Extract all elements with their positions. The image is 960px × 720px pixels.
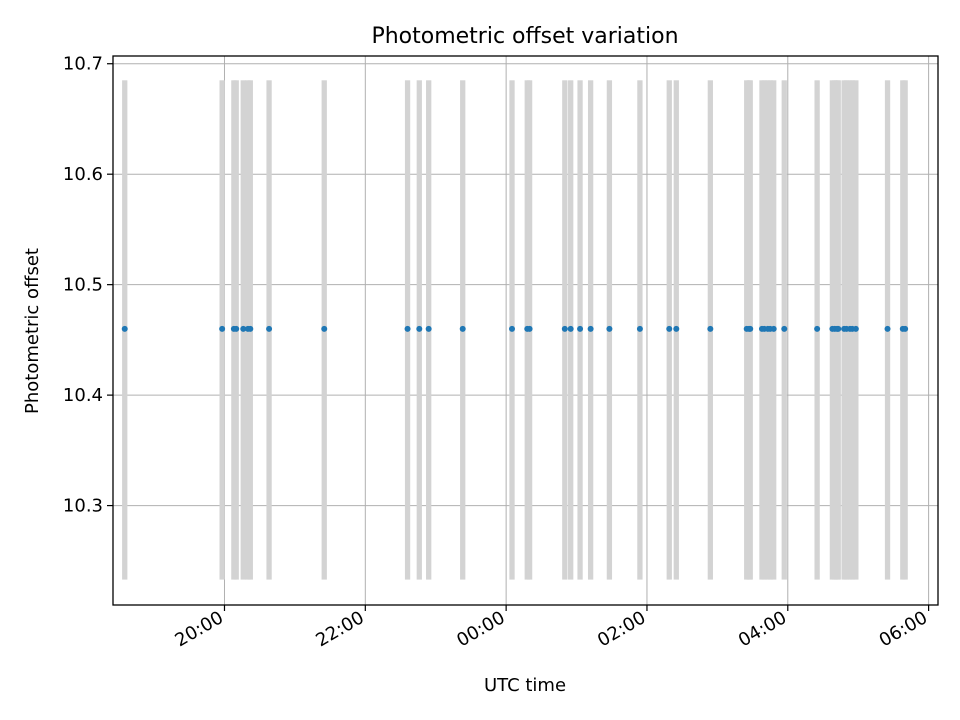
data-point xyxy=(587,325,594,332)
data-point xyxy=(835,325,842,332)
y-tick-label: 10.5 xyxy=(63,275,103,296)
data-point xyxy=(247,325,254,332)
chart-title: Photometric offset variation xyxy=(371,24,678,49)
data-point xyxy=(219,325,226,332)
data-point xyxy=(240,325,247,332)
data-point xyxy=(770,325,777,332)
y-axis-label: Photometric offset xyxy=(22,248,43,414)
data-point xyxy=(902,325,909,332)
data-point xyxy=(425,325,432,332)
data-point xyxy=(747,325,754,332)
y-tick-label: 10.6 xyxy=(63,164,103,185)
data-point xyxy=(666,325,673,332)
plot-frame xyxy=(112,55,939,606)
y-tick-label: 10.4 xyxy=(63,385,103,406)
data-point xyxy=(321,325,328,332)
x-axis-label: UTC time xyxy=(484,675,566,696)
data-point xyxy=(567,325,574,332)
data-point xyxy=(509,325,516,332)
y-tick-label: 10.7 xyxy=(63,54,103,75)
point-layer xyxy=(121,325,909,332)
data-point xyxy=(884,325,891,332)
y-tick-label: 10.3 xyxy=(63,496,103,517)
data-point xyxy=(266,325,273,332)
data-point xyxy=(121,325,128,332)
data-point xyxy=(459,325,466,332)
data-point xyxy=(781,325,788,332)
data-point xyxy=(636,325,643,332)
data-point xyxy=(416,325,423,332)
data-point xyxy=(707,325,714,332)
data-point xyxy=(404,325,411,332)
data-point xyxy=(673,325,680,332)
data-point xyxy=(577,325,584,332)
data-point xyxy=(606,325,613,332)
data-point xyxy=(526,325,533,332)
data-point xyxy=(852,325,859,332)
data-point xyxy=(561,325,568,332)
data-point xyxy=(814,325,821,332)
data-point xyxy=(233,325,240,332)
